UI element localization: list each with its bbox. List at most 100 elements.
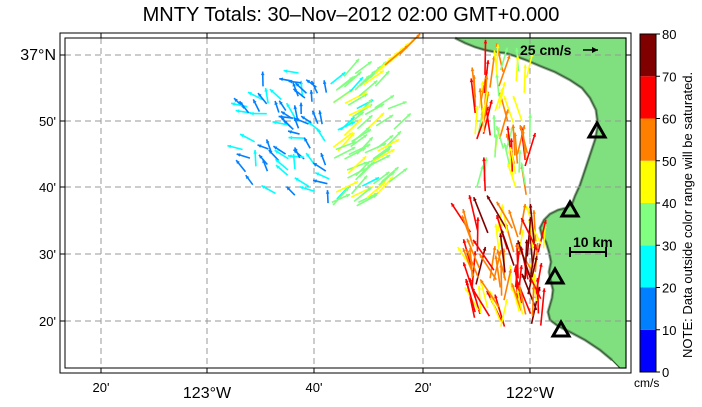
current-arrow-head (283, 69, 288, 73)
current-arrow-head (239, 101, 244, 106)
current-arrow (499, 47, 509, 71)
current-arrow-head (288, 135, 293, 140)
current-arrow-head (313, 179, 317, 183)
current-arrow-head (295, 83, 300, 87)
current-arrow-head (508, 269, 512, 273)
current-arrow (466, 249, 480, 279)
current-arrow (469, 247, 474, 278)
current-arrow-head (365, 127, 370, 132)
colorbar-segment (640, 76, 656, 119)
current-arrow (356, 194, 378, 207)
current-arrow-head (286, 186, 291, 191)
colorbar-tick-label: 70 (662, 69, 676, 84)
current-arrow (335, 180, 359, 193)
current-arrow (509, 147, 517, 175)
current-arrow-head (259, 154, 263, 159)
current-arrow-head (274, 101, 278, 105)
current-arrow (358, 79, 378, 97)
current-arrow-head (362, 156, 367, 161)
current-arrow-head (462, 262, 467, 267)
current-arrow (471, 287, 491, 317)
current-arrow-head (500, 87, 504, 92)
current-arrow-head (499, 221, 504, 226)
current-arrow (533, 210, 537, 242)
current-arrow-head (532, 132, 536, 137)
current-arrow (332, 131, 354, 148)
current-arrow-head (274, 150, 279, 154)
current-arrow (514, 132, 519, 164)
colorbar-segment (640, 160, 656, 203)
current-arrow (475, 246, 487, 285)
x-axis-labels: 20' 123°W 40' 20' 122°W (93, 380, 555, 402)
current-arrow-head (506, 55, 511, 60)
current-arrow (369, 148, 391, 163)
current-arrow (480, 280, 489, 309)
current-arrow (503, 268, 512, 301)
current-arrow (496, 201, 514, 229)
current-arrow-head (355, 58, 360, 63)
current-arrow-head (293, 105, 298, 110)
current-arrow-head (363, 134, 368, 139)
current-arrow (542, 224, 547, 249)
current-arrow-head (390, 171, 395, 176)
colorbar-note: NOTE: Data outside color range will be s… (680, 72, 695, 358)
current-arrow (343, 58, 360, 77)
current-arrow-head (272, 120, 277, 125)
site-triangle-icon (559, 198, 581, 218)
current-arrow (482, 91, 490, 123)
current-arrow-head (350, 121, 355, 126)
colorbar-segment (640, 203, 656, 246)
current-arrow (366, 181, 386, 199)
scale-bar: 10 km (569, 234, 613, 257)
current-arrow-head (281, 111, 286, 116)
current-arrow (369, 154, 391, 166)
current-arrow (347, 155, 367, 174)
current-arrow (529, 244, 537, 282)
current-arrow-head (379, 70, 384, 75)
current-arrow-head (522, 203, 527, 208)
y-axis-labels: 37°N 50' 40' 30' 20' (20, 47, 56, 329)
colorbar-ticks: 0 10 20 30 40 50 60 70 80 (656, 27, 676, 380)
current-arrow (526, 217, 532, 257)
current-arrow-head (264, 87, 268, 92)
current-arrow-head (372, 194, 377, 199)
current-arrow-head (308, 121, 313, 126)
current-arrow-head (482, 246, 487, 251)
current-arrow (366, 112, 385, 131)
current-arrow (494, 255, 502, 288)
site-triangle-icon (550, 318, 572, 338)
current-arrow (372, 148, 396, 163)
current-arrow (333, 146, 356, 159)
current-arrow (472, 239, 495, 271)
current-arrow-head (503, 143, 507, 147)
frame-ticks (60, 33, 631, 373)
current-arrow (519, 124, 529, 154)
current-arrow (462, 262, 476, 299)
current-arrow-head (240, 134, 245, 138)
current-arrow-head (286, 103, 290, 108)
current-arrow (482, 99, 493, 134)
current-arrow (356, 136, 374, 155)
current-arrow-head (532, 210, 536, 214)
current-arrow-head (518, 150, 522, 154)
current-arrow (399, 33, 421, 55)
current-arrow-head (519, 265, 524, 269)
current-arrow-head (470, 67, 475, 72)
current-arrow-head (253, 150, 257, 154)
current-arrow (529, 228, 534, 267)
current-arrow-head (385, 148, 390, 153)
current-arrow-head (341, 72, 346, 76)
current-arrow-head (386, 155, 391, 159)
current-arrow-head (406, 113, 411, 118)
current-arrow-head (366, 161, 370, 165)
current-arrow-head (509, 147, 513, 152)
current-arrow-head (494, 223, 498, 228)
current-arrow (498, 109, 509, 140)
current-arrow-head (516, 250, 521, 255)
current-arrow (507, 163, 517, 188)
current-arrow-head (357, 71, 362, 76)
current-arrow-head (469, 78, 474, 83)
radar-sites (544, 119, 608, 338)
x-tick-label: 123°W (183, 385, 232, 402)
y-tick-label: 50' (39, 114, 56, 129)
